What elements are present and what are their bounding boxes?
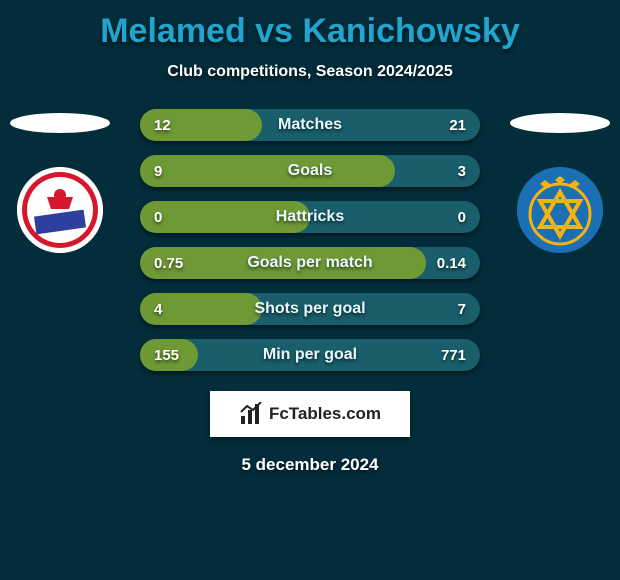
player-left-column (0, 109, 120, 253)
hapoel-badge-icon (17, 167, 103, 253)
stat-value-right: 21 (449, 117, 480, 134)
stat-label: Hattricks (140, 208, 480, 226)
stat-bar: 9Goals3 (140, 155, 480, 187)
page-title: Melamed vs Kanichowsky (0, 0, 620, 51)
player-left-silhouette (10, 113, 110, 133)
maccabi-badge-icon (517, 167, 603, 253)
stat-label: Goals (140, 162, 480, 180)
stat-label: Shots per goal (140, 300, 480, 318)
stat-bar: 0Hattricks0 (140, 201, 480, 233)
stat-label: Min per goal (140, 346, 480, 364)
stat-value-right: 771 (441, 347, 480, 364)
stat-bar: 12Matches21 (140, 109, 480, 141)
page-subtitle: Club competitions, Season 2024/2025 (0, 63, 620, 81)
stat-label: Goals per match (140, 254, 480, 272)
brand-chart-icon (239, 402, 263, 426)
stat-bar: 155Min per goal771 (140, 339, 480, 371)
date-label: 5 december 2024 (0, 455, 620, 475)
player-right-column (500, 109, 620, 253)
stat-bars: 12Matches21 9Goals3 0Hattricks0 0.75Goals p… (140, 109, 480, 371)
stat-bar: 0.75Goals per match0.14 (140, 247, 480, 279)
player-right-silhouette (510, 113, 610, 133)
stat-label: Matches (140, 116, 480, 134)
comparison-content: 12Matches21 9Goals3 0Hattricks0 0.75Goals p… (0, 109, 620, 371)
brand-text: FcTables.com (269, 404, 381, 424)
club-badge-right (517, 167, 603, 253)
brand-box: FcTables.com (210, 391, 410, 437)
stat-bar: 4Shots per goal7 (140, 293, 480, 325)
club-badge-left (17, 167, 103, 253)
stat-value-right: 0.14 (437, 255, 480, 272)
stat-value-right: 0 (458, 209, 480, 226)
stat-value-right: 3 (458, 163, 480, 180)
stat-value-right: 7 (458, 301, 480, 318)
